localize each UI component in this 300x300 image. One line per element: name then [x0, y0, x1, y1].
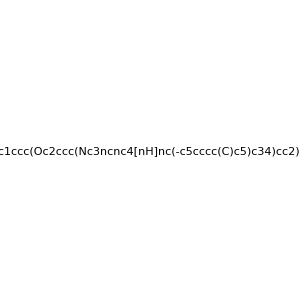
Text: Clc1ccc(Oc2ccc(Nc3ncnc4[nH]nc(-c5cccc(C)c5)c34)cc2)cc1: Clc1ccc(Oc2ccc(Nc3ncnc4[nH]nc(-c5cccc(C)… [0, 146, 300, 157]
